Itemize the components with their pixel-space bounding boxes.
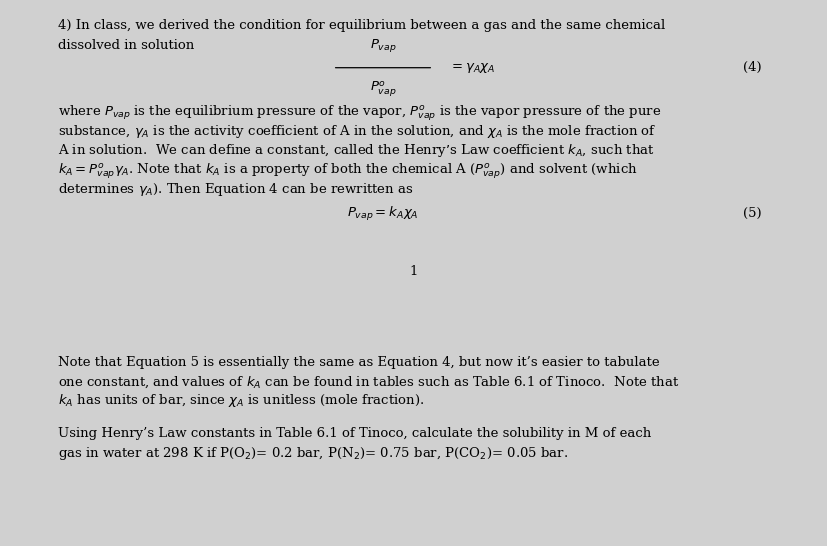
Text: (4): (4) <box>743 61 762 74</box>
Text: 1: 1 <box>409 265 418 278</box>
Text: $= \gamma_A\chi_A$: $= \gamma_A\chi_A$ <box>449 61 495 75</box>
Text: Using Henry’s Law constants in Table 6.1 of Tinoco, calculate the solubility in : Using Henry’s Law constants in Table 6.1… <box>58 427 652 440</box>
Text: one constant, and values of $k_A$ can be found in tables such as Table 6.1 of Ti: one constant, and values of $k_A$ can be… <box>58 374 680 390</box>
Text: determines $\gamma_A$). Then Equation 4 can be rewritten as: determines $\gamma_A$). Then Equation 4 … <box>58 181 414 198</box>
Text: $P^{o}_{vap}$: $P^{o}_{vap}$ <box>370 80 396 99</box>
Text: gas in water at 298 K if P(O$_2$)= 0.2 bar, P(N$_2$)= 0.75 bar, P(CO$_2$)= 0.05 : gas in water at 298 K if P(O$_2$)= 0.2 b… <box>58 445 568 462</box>
Text: $P_{vap}$: $P_{vap}$ <box>370 37 396 54</box>
Text: $P_{vap} = k_A\chi_A$: $P_{vap} = k_A\chi_A$ <box>347 205 418 223</box>
Text: Note that Equation 5 is essentially the same as Equation 4, but now it’s easier : Note that Equation 5 is essentially the … <box>58 357 660 370</box>
Text: A in solution.  We can define a constant, called the Henry’s Law coefficient $k_: A in solution. We can define a constant,… <box>58 142 655 159</box>
Text: dissolved in solution: dissolved in solution <box>58 39 194 52</box>
Text: 4) In class, we derived the condition for equilibrium between a gas and the same: 4) In class, we derived the condition fo… <box>58 19 666 32</box>
Text: $k_A$ has units of bar, since $\chi_A$ is unitless (mole fraction).: $k_A$ has units of bar, since $\chi_A$ i… <box>58 392 424 409</box>
Text: (5): (5) <box>743 207 762 220</box>
Text: where $P_{vap}$ is the equilibrium pressure of the vapor, $P^{o}_{vap}$ is the v: where $P_{vap}$ is the equilibrium press… <box>58 103 662 123</box>
Text: $k_A = P^{o}_{vap}\gamma_A$. Note that $k_A$ is a property of both the chemical : $k_A = P^{o}_{vap}\gamma_A$. Note that $… <box>58 162 638 181</box>
Text: substance, $\gamma_A$ is the activity coefficient of A in the solution, and $\ch: substance, $\gamma_A$ is the activity co… <box>58 123 657 140</box>
